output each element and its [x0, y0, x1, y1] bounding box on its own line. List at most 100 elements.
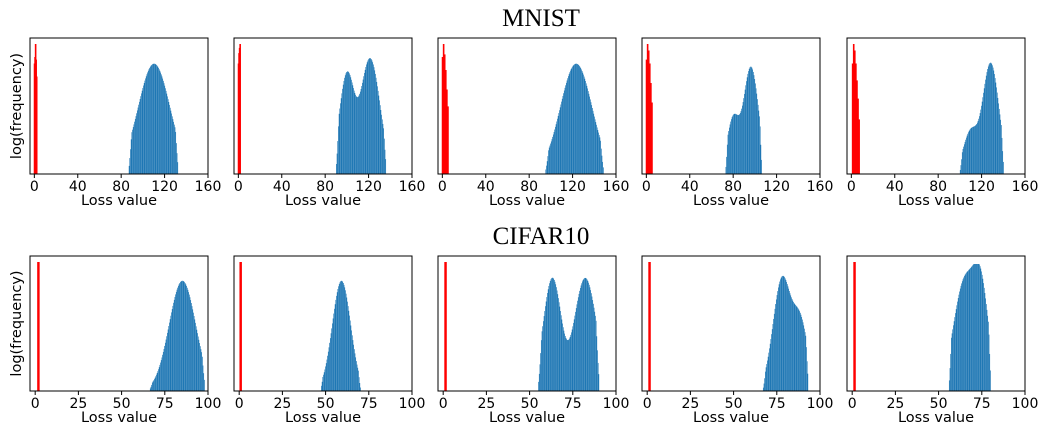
- normal-bar: [326, 359, 328, 391]
- mnist-title: MNIST: [502, 5, 580, 32]
- normal-bar: [147, 72, 148, 174]
- x-tick-label: 0: [642, 179, 651, 195]
- x-tick-label: 160: [1012, 179, 1039, 195]
- normal-bar: [167, 99, 169, 174]
- normal-bar: [330, 333, 332, 391]
- anomalous-bar: [444, 262, 446, 391]
- normal-bar: [602, 161, 603, 174]
- normal-bar: [173, 302, 174, 391]
- x-axis-label: Loss value: [898, 410, 974, 425]
- normal-bar: [179, 283, 181, 391]
- normal-bar: [139, 101, 140, 174]
- normal-bar: [154, 377, 156, 391]
- normal-bar: [748, 71, 749, 174]
- normal-bar: [599, 137, 601, 174]
- normal-bar: [347, 71, 349, 174]
- axes-frame: [846, 255, 1026, 392]
- normal-bar: [140, 96, 142, 174]
- x-tick-label: 0: [439, 396, 448, 412]
- normal-bar: [351, 335, 353, 391]
- normal-bar: [336, 164, 337, 174]
- y-axis-label: log(frequency): [9, 270, 25, 376]
- normal-bar: [963, 146, 965, 174]
- normal-bar: [973, 126, 975, 174]
- normal-bar: [962, 279, 964, 391]
- normal-bar: [167, 332, 168, 391]
- normal-bar: [970, 267, 972, 391]
- anomalous-bar: [854, 262, 856, 391]
- normal-bar: [759, 116, 760, 174]
- normal-bar: [972, 264, 974, 391]
- normal-bar: [746, 81, 747, 174]
- normal-bar: [551, 139, 553, 174]
- normal-bar: [353, 90, 355, 174]
- normal-bar: [351, 79, 352, 174]
- normal-bar: [963, 277, 965, 391]
- normal-bar: [765, 371, 766, 391]
- normal-bar: [540, 353, 542, 391]
- normal-bar: [735, 114, 737, 174]
- normal-bar: [739, 114, 740, 174]
- normal-bar: [157, 66, 159, 174]
- normal-bar: [756, 93, 758, 174]
- normal-bar: [345, 290, 346, 391]
- normal-bar: [364, 72, 365, 174]
- normal-bar: [324, 369, 326, 391]
- anomalous-bar: [854, 50, 856, 174]
- normal-bar: [135, 116, 137, 174]
- normal-bar: [571, 332, 572, 391]
- normal-bar: [163, 80, 164, 174]
- normal-bar: [590, 102, 592, 174]
- panels: 0 40 80 120 160 Loss value log(frequency) 0 40 80…: [9, 37, 1039, 425]
- normal-bar: [597, 130, 599, 174]
- anomalous-bar: [649, 63, 651, 174]
- normal-bar: [151, 64, 153, 174]
- normal-bar: [752, 69, 753, 174]
- normal-bar: [785, 280, 787, 391]
- anomalous-bar: [855, 63, 857, 174]
- normal-bar: [569, 336, 571, 391]
- normal-bar: [163, 83, 165, 174]
- x-tick-label: 0: [235, 396, 244, 412]
- normal-bar: [594, 311, 596, 391]
- x-tick-label: 0: [847, 179, 856, 195]
- anomalous-bar: [645, 59, 648, 174]
- x-tick-label: 120: [559, 179, 586, 195]
- normal-bar: [765, 367, 767, 391]
- normal-bar: [346, 71, 348, 174]
- normal-bar: [164, 345, 166, 391]
- normal-bar: [361, 86, 363, 174]
- normal-bar: [141, 90, 143, 174]
- normal-bar: [727, 134, 729, 174]
- normal-bar: [360, 387, 361, 391]
- normal-bar: [157, 371, 159, 391]
- normal-bar: [322, 376, 324, 391]
- normal-bar: [968, 269, 970, 391]
- normal-bar: [176, 289, 178, 391]
- normal-bar: [585, 83, 587, 174]
- histogram-panel: 0 25 50 75 100 Loss value log(frequency): [9, 255, 221, 425]
- normal-bar: [177, 287, 179, 391]
- normal-bar: [366, 62, 368, 175]
- normal-bar: [149, 388, 151, 391]
- normal-bar: [352, 340, 354, 391]
- normal-bar: [359, 382, 361, 391]
- anomalous-bar: [851, 63, 854, 174]
- normal-bar: [377, 86, 378, 174]
- normal-bar: [985, 75, 987, 174]
- anomalous-bar: [239, 262, 242, 391]
- normal-bar: [156, 64, 157, 174]
- normal-bar: [143, 85, 144, 174]
- normal-bar: [592, 107, 593, 174]
- normal-bar: [554, 129, 556, 174]
- normal-bar: [153, 380, 155, 391]
- normal-bar: [551, 278, 552, 391]
- normal-bar: [559, 107, 561, 174]
- normal-bar: [782, 275, 784, 391]
- normal-bar: [994, 74, 995, 174]
- normal-bar: [548, 286, 550, 391]
- normal-bar: [983, 287, 985, 391]
- normal-bar: [176, 143, 177, 174]
- normal-bar: [563, 90, 565, 174]
